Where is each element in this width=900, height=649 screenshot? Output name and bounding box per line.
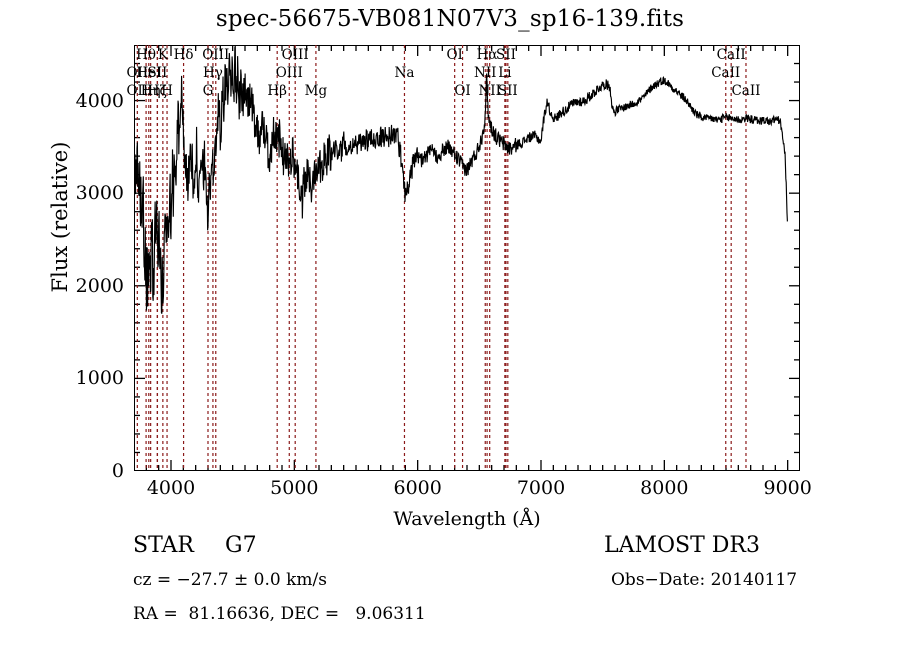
x-tick-9000: 9000 [763,477,812,499]
line-label-25: NII [478,83,501,99]
spectral-line-markers [136,45,747,471]
x-tick-4000: 4000 [146,477,196,499]
y-tick-4000: 4000 [75,89,124,112]
line-label-7: SII [496,47,516,63]
line-label-15: Li [498,65,512,81]
x-tick-8000: 8000 [640,477,689,499]
line-label-12: Hγ [203,65,223,81]
line-label-28: CaII [731,83,761,99]
obs-date-label: Obs−Date: 20140117 [611,570,798,590]
line-label-8: CaII [716,47,746,63]
line-label-11: SII [147,65,168,81]
line-label-20: H [161,83,173,99]
plot-frame [134,45,800,471]
line-label-13: OIII [275,65,303,81]
line-label-18: Hζ [147,83,167,99]
line-label-23: Mg [304,83,328,99]
cz-label: cz = −27.7 ± 0.0 km/s [133,570,327,590]
spectrum-curve [134,45,788,314]
object-subclass-label: G7 [225,533,257,558]
x-tick-7000: 7000 [516,477,566,499]
x-tick-5000: 5000 [270,477,319,499]
line-label-26: SII [497,83,518,99]
object-class-label: STAR [133,533,194,558]
line-label-2: Hδ [173,47,194,63]
line-label-9: OII [126,65,149,81]
coordinates-label: RA = 81.16636, DEC = 9.06311 [133,604,426,624]
line-label-4: OIII [281,47,309,63]
line-label-5: OI [446,47,463,63]
line-label-0: Hθ [136,47,157,63]
survey-label: LAMOST DR3 [604,533,760,558]
line-label-6: Hα [476,47,498,63]
line-label-27: Na [394,65,415,81]
plot-area [134,45,800,471]
line-label-19: Hη [140,83,161,99]
line-label-21: G [202,83,214,99]
line-label-16: CaII [711,65,741,81]
line-label-17: OII [126,83,149,99]
y-axis-title: Flux (relative) [48,141,72,293]
line-label-1: K [157,47,168,63]
x-axis-title: Wavelength (Å) [393,508,541,530]
line-label-10: HeI [136,65,162,81]
y-tick-2000: 2000 [75,274,124,297]
x-tick-6000: 6000 [393,477,442,499]
y-tick-0: 0 [111,460,124,482]
line-label-22: Hβ [267,83,287,99]
y-tick-3000: 3000 [75,182,124,205]
y-tick-1000: 1000 [75,367,124,390]
line-label-14: NII [474,65,497,81]
y-tick-labels: 0 1000 2000 3000 4000 [54,0,124,649]
page-title: spec-56675-VB081N07V3_sp16-139.fits [215,6,685,32]
line-label-24: OI [454,83,471,99]
line-label-3: OIII [202,47,230,63]
